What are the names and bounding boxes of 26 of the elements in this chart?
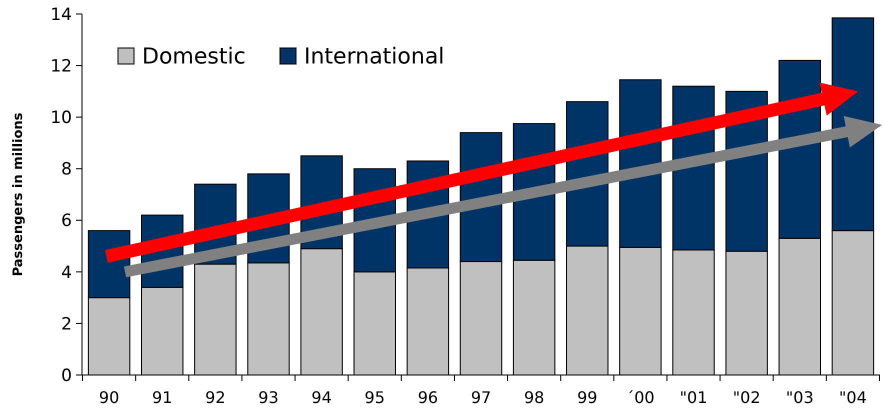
x-tick-label: "04 bbox=[839, 388, 867, 407]
x-tick-label: 92 bbox=[205, 388, 226, 407]
y-axis-title: Passengers in millions bbox=[11, 112, 26, 276]
x-tick-label: 99 bbox=[577, 388, 598, 407]
x-tick-label: "03 bbox=[786, 388, 814, 407]
y-tick-label: 12 bbox=[50, 56, 72, 77]
y-tick-label: 2 bbox=[61, 314, 72, 334]
x-tick-label: "01 bbox=[680, 388, 708, 407]
y-tick-label: 14 bbox=[50, 4, 72, 25]
x-tick-label: "02 bbox=[732, 388, 761, 407]
x-tick-label: 90 bbox=[98, 388, 120, 407]
y-tick-label: 0 bbox=[61, 366, 72, 386]
y-tick-label: 6 bbox=[61, 211, 72, 232]
y-tick-label: 4 bbox=[61, 262, 72, 283]
x-tick-label: 93 bbox=[258, 388, 279, 407]
legend-label: International bbox=[304, 44, 444, 70]
x-tick-label: 98 bbox=[524, 388, 544, 407]
x-tick-label: 95 bbox=[364, 388, 385, 407]
x-tick-label: ´00 bbox=[626, 388, 655, 407]
legend-label: Domestic bbox=[142, 44, 246, 70]
x-tick-label: 97 bbox=[470, 388, 492, 407]
x-tick-label: 91 bbox=[152, 388, 172, 407]
y-tick-label: 8 bbox=[61, 160, 72, 180]
x-tick-label: 94 bbox=[311, 388, 332, 407]
y-tick-label: 10 bbox=[50, 108, 72, 128]
x-tick-label: 96 bbox=[418, 388, 438, 407]
